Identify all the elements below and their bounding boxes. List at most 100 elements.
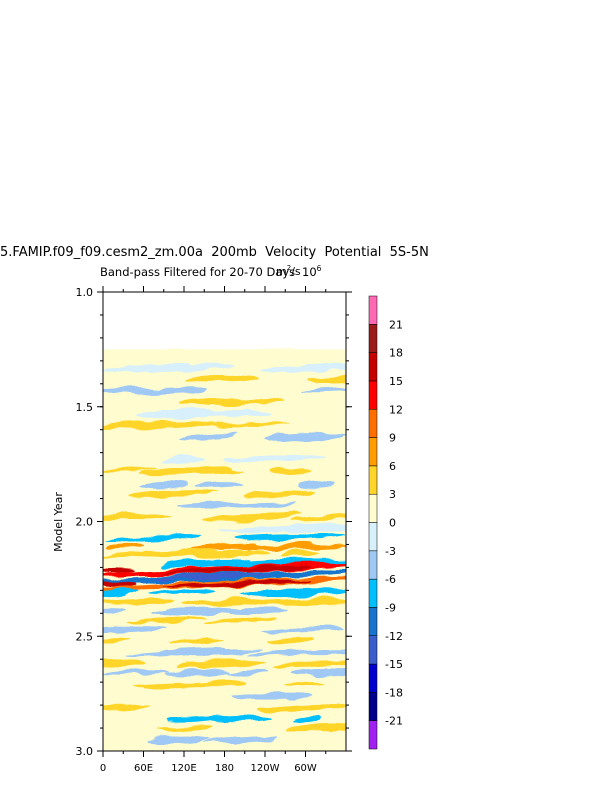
field-background (103, 349, 346, 751)
contour-core-positive (103, 567, 137, 572)
contour-band (144, 680, 246, 689)
contour-band (256, 703, 346, 712)
contour-band (134, 409, 214, 418)
contour-band (305, 375, 346, 384)
contour-band (156, 725, 214, 731)
contour-band (292, 715, 323, 723)
colorbar-label: -15 (385, 658, 403, 671)
contour-band (256, 543, 346, 550)
colorbar-swatch (368, 522, 378, 552)
contour-band (103, 626, 137, 633)
contour-band (289, 668, 346, 677)
svg-text:m2/s: m2/s (276, 264, 301, 278)
contour-band (256, 692, 310, 700)
colorbar-swatch (368, 692, 378, 721)
contour-band (280, 524, 346, 533)
contour-band (209, 715, 275, 723)
colorbar-swatch (368, 635, 378, 665)
contour-band (270, 467, 310, 475)
y-tick-label: 2.5 (76, 630, 94, 643)
contour-band (221, 455, 325, 464)
x-tick-label: 120W (251, 763, 280, 774)
units-overlay: m (276, 265, 287, 278)
colorbar-label: 0 (389, 517, 396, 530)
colorbar-swatch (368, 720, 378, 750)
contour-band (103, 704, 150, 710)
colorbar-label: 6 (389, 460, 396, 473)
colorbar-label: -12 (385, 630, 403, 643)
contour-band (284, 682, 325, 687)
contour-band (103, 363, 191, 372)
contour-band (142, 549, 219, 558)
colorbar-swatch (368, 493, 378, 523)
chart-title: 5.FAMIP.f09_f09.cesm2_zm.00a 200mb Veloc… (0, 245, 429, 260)
contour-band (194, 482, 241, 488)
contour-band (194, 422, 290, 428)
colorbar-swatch (368, 437, 378, 467)
x-tick-label: 180 (215, 763, 234, 774)
contour-core-positive (161, 565, 312, 574)
contour-band (265, 364, 346, 372)
contour-band (206, 375, 260, 383)
y-tick-label: 2.0 (76, 516, 94, 529)
contour-band (228, 670, 268, 676)
contour-band (182, 648, 262, 656)
contour-band (148, 589, 216, 596)
contour-band (290, 512, 346, 522)
x-axis: 0 60E 120E 180 120W 60W (100, 286, 327, 774)
contour-band (103, 598, 176, 605)
contour-core-positive (161, 579, 312, 588)
units-base: 10 (302, 265, 317, 279)
contour-band (103, 608, 127, 614)
contour-core-negative (152, 573, 273, 580)
contour-band (245, 490, 315, 498)
colorbar-swatch (368, 380, 378, 410)
contour-band (103, 638, 132, 644)
contour-band (214, 502, 297, 509)
colorbar-swatch (368, 578, 378, 608)
units-overlay-exponent: 2 (287, 264, 291, 272)
contour-field (103, 349, 346, 751)
y-tick-label: 3.0 (76, 745, 94, 758)
colorbar-swatch (368, 550, 378, 580)
contour-band (164, 669, 231, 677)
y-axis: 1.0 1.5 2.0 2.5 3.0 (76, 286, 352, 758)
colorbar-label: 18 (389, 347, 403, 360)
contour-band (123, 387, 206, 395)
contour-band (246, 588, 346, 598)
units-exponent: 6 (317, 264, 322, 273)
contour-band (175, 659, 266, 669)
contour-band (202, 512, 303, 522)
contour-band (248, 533, 346, 542)
contour-band (167, 715, 226, 723)
contour-band (138, 466, 235, 476)
colorbar-label: -3 (385, 545, 396, 558)
contour-band (103, 533, 201, 542)
contour-band (301, 388, 346, 394)
contour-band (261, 626, 344, 633)
contour-band (263, 598, 346, 606)
contour-band (151, 606, 240, 616)
contour-band (145, 735, 209, 744)
y-tick-label: 1.5 (76, 401, 94, 414)
contour-band (280, 550, 319, 558)
units-overlay-tail: /s (291, 265, 301, 278)
colorbar-swatch (368, 352, 378, 382)
colorbar-label: 3 (389, 488, 396, 501)
contour-band (274, 433, 346, 440)
colorbar-label: -18 (385, 686, 403, 699)
contour-band (190, 543, 257, 551)
contour-band (204, 617, 279, 623)
contour-band (125, 648, 227, 657)
contour-band (285, 723, 346, 733)
contour-band (103, 588, 140, 597)
colorbar-label: -21 (385, 715, 403, 728)
chart-subtitle: Band-pass Filtered for 20-70 Days (100, 265, 295, 279)
contour-band (299, 480, 337, 489)
contour-band (183, 598, 264, 605)
colorbar-swatch (368, 409, 378, 438)
y-tick-label: 1.0 (76, 286, 94, 299)
contour-band (200, 398, 267, 406)
contour-band (103, 670, 169, 676)
